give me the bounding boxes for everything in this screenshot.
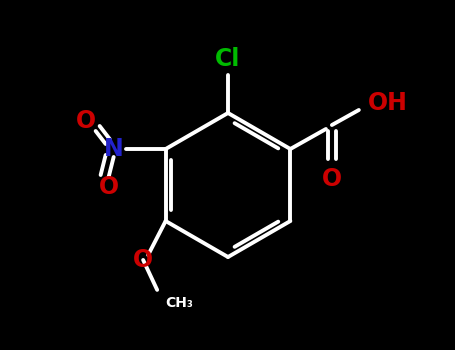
Text: O: O (133, 248, 153, 272)
Text: O: O (322, 167, 342, 191)
Text: OH: OH (368, 91, 408, 115)
Text: Cl: Cl (215, 47, 241, 71)
Text: O: O (76, 109, 96, 133)
Text: CH₃: CH₃ (165, 296, 193, 310)
Text: N: N (104, 137, 123, 161)
Text: O: O (99, 175, 119, 199)
